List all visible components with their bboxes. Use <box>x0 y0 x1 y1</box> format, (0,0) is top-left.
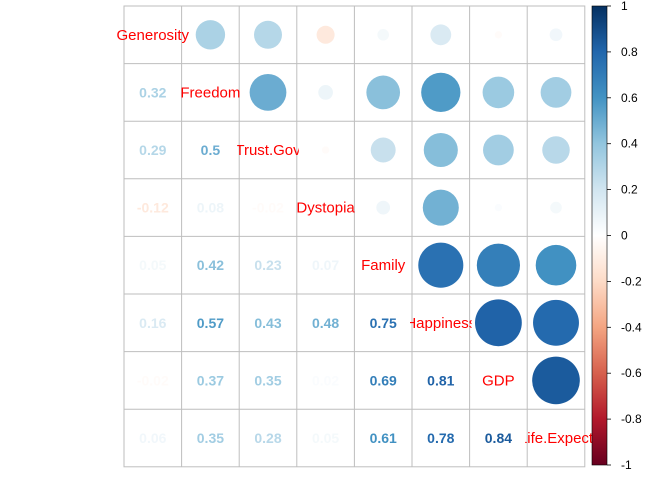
variable-label: Generosity <box>117 27 190 44</box>
correlation-coefficient: 0.32 <box>139 84 166 100</box>
correlation-coefficient: 0.75 <box>370 315 397 331</box>
colorbar-tick-label: -0.8 <box>621 412 642 426</box>
correlation-circle <box>542 136 570 164</box>
variable-label: Happiness <box>405 315 476 332</box>
variable-label: Family <box>361 257 406 274</box>
colorbar: -1 -0.8 -0.6 -0.4 -0.2 0 0.2 0.4 0.6 0.8 1 <box>591 0 642 472</box>
correlation-circle <box>549 28 563 42</box>
correlation-circle <box>418 242 464 288</box>
correlation-circle <box>376 200 391 215</box>
colorbar-tick-label: 0 <box>621 229 628 243</box>
correlation-coefficient: 0.02 <box>312 372 339 388</box>
correlation-coefficient: 0.5 <box>201 142 221 158</box>
correlation-coefficient: -0.02 <box>137 372 169 388</box>
correlation-circle <box>475 299 522 347</box>
correlation-coefficient: 0.69 <box>370 372 397 388</box>
colorbar-tick-label: 0.2 <box>621 183 638 197</box>
correlation-coefficient: 0.48 <box>312 315 339 331</box>
colorbar-tick-label: 0.8 <box>621 45 638 59</box>
variable-label: Trust.Gov <box>235 142 301 159</box>
colorbar-tick-label: 0.6 <box>621 91 638 105</box>
correlation-circle <box>494 31 503 39</box>
correlation-circle <box>249 74 287 111</box>
correlation-circle <box>550 201 562 214</box>
correlation-coefficient: 0.06 <box>139 430 166 446</box>
correlation-circle <box>482 76 515 109</box>
correlation-circle <box>366 75 401 110</box>
correlation-circle <box>494 203 503 212</box>
variable-label: Freedom <box>180 84 240 101</box>
correlation-circle <box>540 77 572 108</box>
correlation-circle <box>423 132 458 168</box>
variable-label: GDP <box>482 372 515 389</box>
colorbar-tick-label: -0.6 <box>621 366 642 380</box>
correlation-coefficient: 0.35 <box>197 430 224 446</box>
correlation-coefficient: 0.84 <box>485 430 512 446</box>
correlation-coefficient: 0.29 <box>139 142 166 158</box>
colorbar-tick-label: -1 <box>621 458 632 472</box>
correlation-circle <box>370 137 396 163</box>
correlation-coefficient: 0.81 <box>427 372 454 388</box>
variable-label: Life.Expect <box>519 430 594 447</box>
correlation-coefficient: 0.16 <box>139 315 166 331</box>
correlation-circle <box>535 244 577 286</box>
correlation-circle <box>483 134 514 166</box>
colorbar-tick-label: -0.2 <box>621 274 642 288</box>
correlation-coefficient: 0.28 <box>254 430 281 446</box>
correlation-marks: Generosity 0.32 Freedom 0.29 0.5 Trust.Gov -0.… <box>117 20 594 447</box>
correlation-coefficient: -0.02 <box>252 200 284 216</box>
correlation-coefficient: -0.12 <box>137 200 169 216</box>
correlation-coefficient: 0.07 <box>312 257 339 273</box>
correlation-coefficient: 0.05 <box>312 430 339 446</box>
correlation-circle <box>195 20 226 50</box>
correlation-circle <box>253 20 283 49</box>
correlation-coefficient: 0.05 <box>139 257 166 273</box>
correlation-circle <box>430 24 452 46</box>
correlation-coefficient: 0.43 <box>254 315 281 331</box>
correlation-coefficient: 0.57 <box>197 315 224 331</box>
correlation-coefficient: 0.35 <box>254 372 281 388</box>
colorbar-tick-label: -0.4 <box>621 320 642 334</box>
variable-label: Dystopia <box>296 200 355 217</box>
correlation-coefficient: 0.42 <box>197 257 224 273</box>
correlation-coefficient: 0.61 <box>370 430 397 446</box>
correlation-circle <box>318 85 333 100</box>
colorbar-gradient <box>591 5 608 466</box>
correlation-circle <box>532 356 580 405</box>
correlation-coefficient: 0.08 <box>197 200 224 216</box>
correlation-circle <box>377 28 390 41</box>
correlation-circle <box>476 243 520 287</box>
colorbar-tick-label: 0.4 <box>621 137 638 151</box>
correlation-circle <box>422 189 459 226</box>
correlation-circle <box>321 146 330 154</box>
correlation-coefficient: 0.23 <box>254 257 281 273</box>
colorbar-tick-label: 1 <box>621 0 628 13</box>
correlation-coefficient: 0.37 <box>197 372 224 388</box>
grid <box>123 5 586 468</box>
correlation-circle <box>316 25 335 44</box>
correlation-coefficient: 0.78 <box>427 430 454 446</box>
correlation-circle <box>421 72 461 113</box>
correlation-circle <box>533 299 579 346</box>
